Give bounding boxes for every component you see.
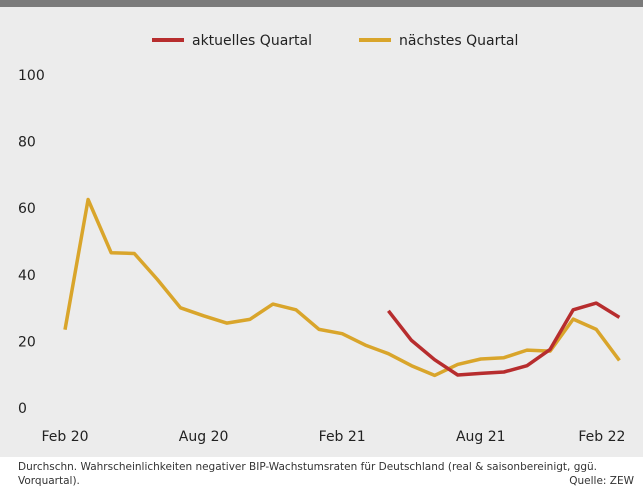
legend: aktuelles Quartal nächstes Quartal xyxy=(152,33,518,49)
line-chart: aktuelles Quartal nächstes Quartal 0 20 40… xyxy=(18,33,625,445)
series-line-aktuelles-quartal xyxy=(387,301,621,377)
y-axis: 0 20 40 60 80 100 xyxy=(18,68,45,417)
chart-panel xyxy=(0,0,643,457)
legend-label-naechstes-quartal: nächstes Quartal xyxy=(399,33,518,49)
x-tick-label: Aug 21 xyxy=(456,429,506,445)
x-tick-label: Aug 20 xyxy=(179,429,229,445)
y-tick-label: 20 xyxy=(18,334,36,350)
y-tick-label: 40 xyxy=(18,268,36,284)
x-axis: Feb 20 Aug 20 Feb 21 Aug 21 Feb 22 xyxy=(41,429,625,445)
x-tick-label: Feb 22 xyxy=(578,429,625,445)
x-tick-label: Feb 20 xyxy=(41,429,88,445)
series-line-naechstes-quartal xyxy=(63,197,621,378)
legend-label-aktuelles-quartal: aktuelles Quartal xyxy=(192,33,312,49)
y-tick-label: 0 xyxy=(18,401,27,417)
y-tick-label: 100 xyxy=(18,68,45,84)
chart-source: Quelle: ZEW xyxy=(569,475,634,487)
x-tick-label: Feb 21 xyxy=(319,429,366,445)
y-tick-label: 80 xyxy=(18,135,36,151)
y-tick-label: 60 xyxy=(18,201,36,217)
chart-caption: Durchschn. Wahrscheinlichkeiten negative… xyxy=(18,461,598,487)
plot-area xyxy=(63,197,621,378)
